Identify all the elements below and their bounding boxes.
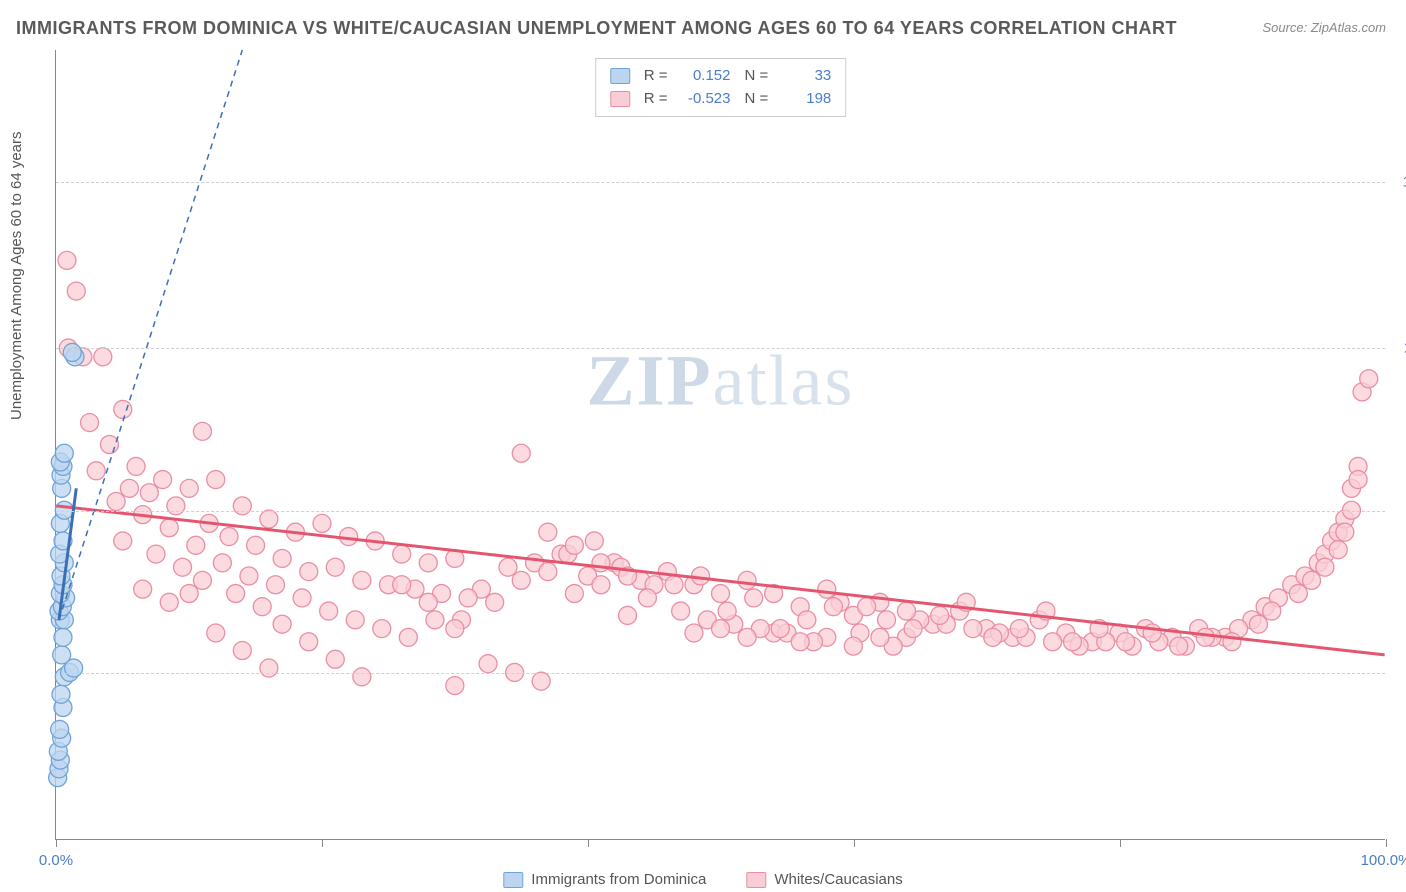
source-attribution: Source: ZipAtlas.com — [1262, 20, 1386, 35]
legend-row-pink: R = -0.523 N = 198 — [610, 88, 832, 111]
x-tick — [56, 839, 57, 847]
n-label: N = — [745, 88, 769, 111]
legend-item-pink: Whites/Caucasians — [746, 871, 902, 888]
y-axis-label: Unemployment Among Ages 60 to 64 years — [8, 131, 25, 420]
n-value-pink: 198 — [776, 88, 831, 111]
legend-label-pink: Whites/Caucasians — [774, 871, 902, 888]
legend-swatch-blue — [610, 68, 630, 84]
chart-plot-area: ZIPatlas R = 0.152 N = 33 R = -0.523 N =… — [55, 50, 1385, 840]
legend-swatch-blue — [503, 872, 523, 888]
gridline — [56, 348, 1385, 349]
chart-title: IMMIGRANTS FROM DOMINICA VS WHITE/CAUCAS… — [16, 18, 1177, 39]
y-tick-label: 15.0% — [1402, 173, 1406, 190]
x-tick — [1386, 839, 1387, 847]
x-tick-label: 100.0% — [1361, 852, 1406, 869]
legend-item-blue: Immigrants from Dominica — [503, 871, 706, 888]
scatter-svg — [56, 50, 1385, 839]
r-label: R = — [644, 88, 668, 111]
x-tick — [322, 839, 323, 847]
legend-swatch-pink — [610, 91, 630, 107]
series-legend: Immigrants from Dominica Whites/Caucasia… — [503, 871, 902, 888]
legend-row-blue: R = 0.152 N = 33 — [610, 65, 832, 88]
legend-label-blue: Immigrants from Dominica — [531, 871, 706, 888]
x-tick-label: 0.0% — [39, 852, 73, 869]
legend-swatch-pink — [746, 872, 766, 888]
x-tick — [588, 839, 589, 847]
gridline — [56, 511, 1385, 512]
n-value-blue: 33 — [776, 65, 831, 88]
r-value-blue: 0.152 — [676, 65, 731, 88]
x-tick — [854, 839, 855, 847]
gridline — [56, 182, 1385, 183]
gridline — [56, 673, 1385, 674]
x-tick — [1120, 839, 1121, 847]
n-label: N = — [745, 65, 769, 88]
r-label: R = — [644, 65, 668, 88]
r-value-pink: -0.523 — [676, 88, 731, 111]
correlation-legend-box: R = 0.152 N = 33 R = -0.523 N = 198 — [595, 58, 847, 117]
